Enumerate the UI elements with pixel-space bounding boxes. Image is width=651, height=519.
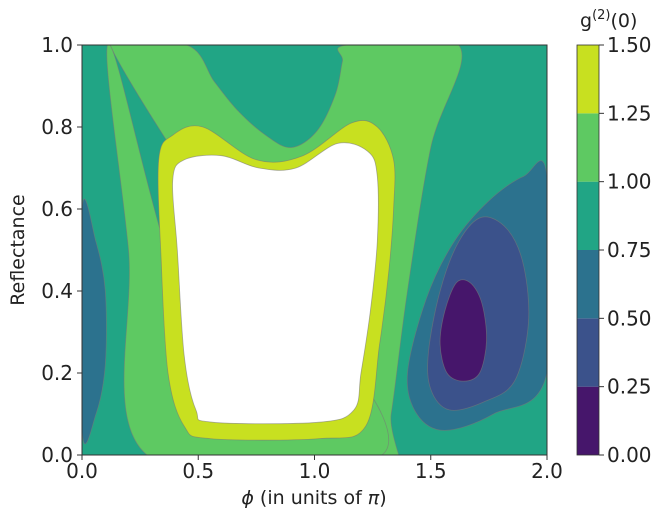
- y-tick-label: 0.4: [41, 279, 73, 303]
- x-tick-label: 1.5: [415, 459, 447, 483]
- colorbar-tick-label: 1.50: [607, 33, 651, 57]
- y-tick-label: 0.0: [41, 443, 73, 467]
- colorbar-segment: [577, 318, 599, 387]
- y-tick-label: 0.8: [41, 115, 73, 139]
- colorbar-segment: [577, 386, 599, 455]
- x-tick-label: 2.0: [531, 459, 563, 483]
- contour-region-8: [439, 279, 488, 382]
- contour-region-1: [82, 198, 107, 445]
- contour-regions: [82, 45, 547, 455]
- y-tick-label: 0.6: [41, 197, 73, 221]
- x-axis-label: ϕ (in units of π): [241, 487, 386, 509]
- colorbar-segment: [577, 113, 599, 182]
- colorbar: [577, 45, 599, 455]
- x-axis: 0.0 0.5 1.0 1.5 2.0: [66, 455, 563, 483]
- colorbar-tick-label: 1.00: [607, 170, 651, 194]
- x-tick-label: 0.0: [66, 459, 98, 483]
- cb-title-tail: (0): [610, 10, 637, 32]
- colorbar-tick-label: 0.00: [607, 443, 651, 467]
- colorbar-tick-label: 1.25: [607, 101, 651, 125]
- colorbar-tick-label: 0.50: [607, 306, 651, 330]
- colorbar-segment: [577, 181, 599, 250]
- colorbar-title: g(2)(0): [580, 8, 637, 32]
- x-tick-label: 1.0: [299, 459, 331, 483]
- cb-title-sup: (2): [592, 8, 610, 23]
- colorbar-tick-label: 0.75: [607, 238, 651, 262]
- y-axis-label: Reflectance: [7, 194, 29, 305]
- colorbar-segment: [577, 45, 599, 114]
- x-tick-label: 0.5: [182, 459, 214, 483]
- cb-title-base: g: [580, 10, 592, 32]
- y-tick-label: 1.0: [41, 33, 73, 57]
- colorbar-segment: [577, 250, 599, 319]
- x-label-symbol: ϕ: [241, 487, 254, 509]
- y-axis: 0.0 0.2 0.4 0.6 0.8 1.0: [41, 33, 82, 467]
- x-label-mid: (in units of: [254, 487, 368, 509]
- x-label-end: ): [379, 487, 386, 509]
- x-label-pi: π: [368, 487, 380, 509]
- y-tick-label: 0.2: [41, 361, 73, 385]
- contour-region-5: [172, 142, 379, 425]
- colorbar-ticks: 0.00 0.25 0.50 0.75 1.00 1.25 1.50: [599, 33, 651, 467]
- colorbar-tick-label: 0.25: [607, 375, 651, 399]
